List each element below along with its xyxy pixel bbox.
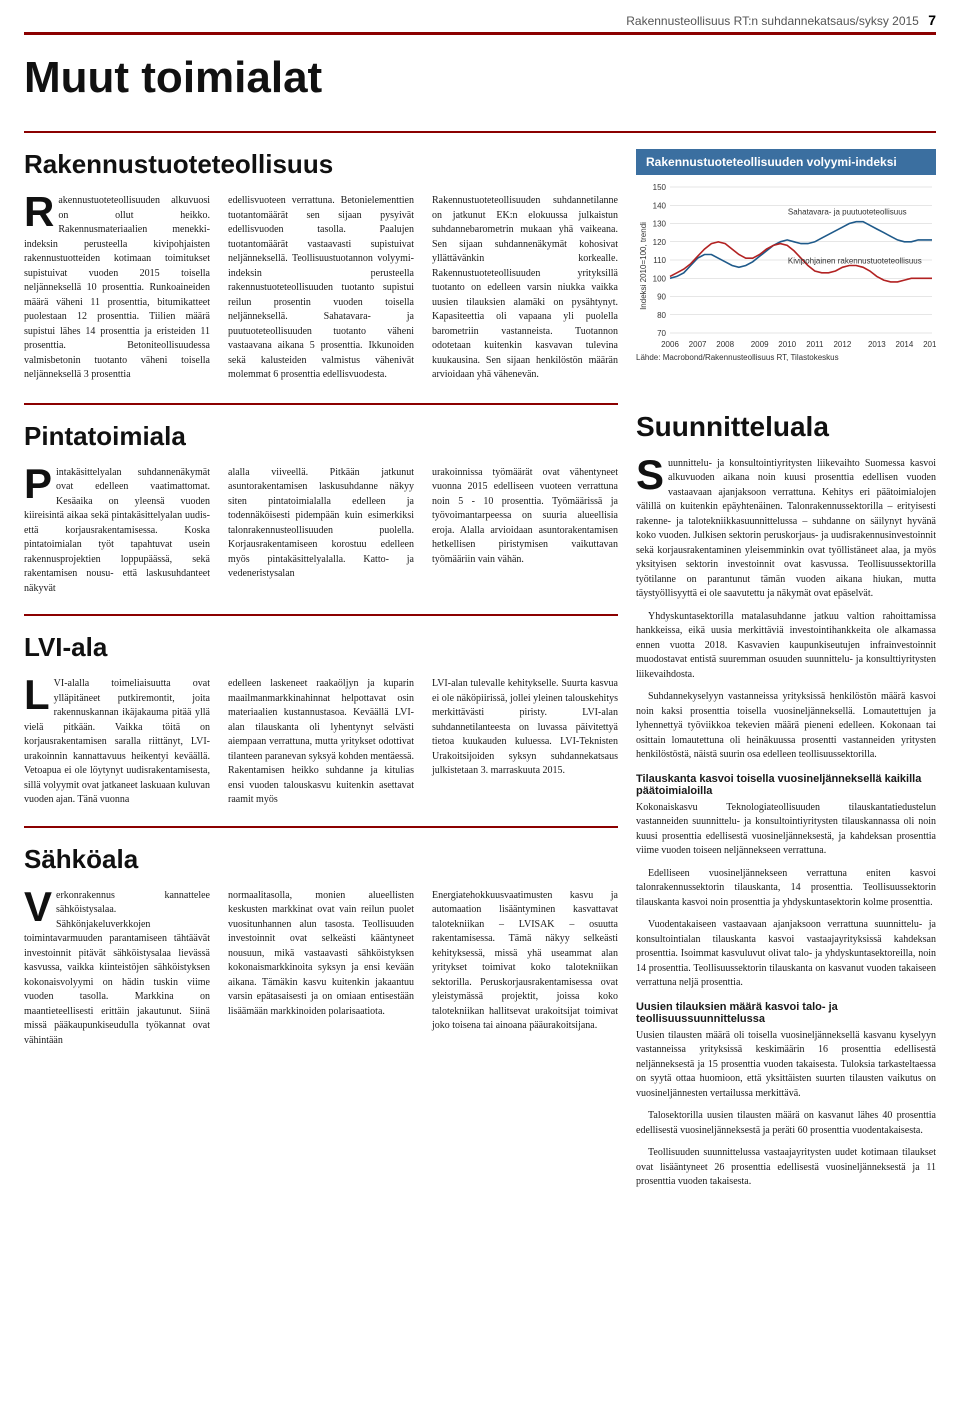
svg-text:2006: 2006 xyxy=(661,340,679,349)
body-para: Edelliseen vuosineljännekseen verrattuna… xyxy=(636,867,936,911)
svg-text:2014: 2014 xyxy=(896,340,914,349)
section-title-lvi: LVI-ala xyxy=(24,632,618,663)
body-col: edellisvuoteen verrattuna. Betonielement… xyxy=(228,194,414,383)
section-title-pinta: Pintatoimiala xyxy=(24,421,618,452)
body-col: Pintakäsittelyalan suhdannenäkymät ovat … xyxy=(24,466,210,597)
svg-text:2010: 2010 xyxy=(778,340,796,349)
body-col: LVI-alan tulevalle kehitykselle. Suurta … xyxy=(432,677,618,779)
svg-text:2008: 2008 xyxy=(716,340,734,349)
svg-text:90: 90 xyxy=(657,293,666,302)
svg-text:2013: 2013 xyxy=(868,340,886,349)
body-col: Rakennustuoteteollisuuden suhdannetilann… xyxy=(432,194,618,383)
body-para: Uusien tilausten määrä oli toisella vuos… xyxy=(636,1029,936,1102)
svg-text:80: 80 xyxy=(657,311,666,320)
chart-source: Lähde: Macrobond/Rakennusteollisuus RT, … xyxy=(636,353,936,362)
body-para: Vuodentakaiseen vastaavaan ajanjaksoon v… xyxy=(636,918,936,991)
svg-text:120: 120 xyxy=(653,238,667,247)
svg-text:Sahatavara- ja puutuoteteollis: Sahatavara- ja puutuoteteollisuus xyxy=(788,207,907,216)
body-col: alalla viiveellä. Pitkään jatkunut asunt… xyxy=(228,466,414,582)
body-para: Teollisuuden suunnittelussa vastaajayrit… xyxy=(636,1146,936,1190)
sub-heading: Tilauskanta kasvoi toisella vuosineljänn… xyxy=(636,773,936,797)
body-para: Suhdannekyselyyn vastanneissa yrityksiss… xyxy=(636,690,936,763)
svg-text:70: 70 xyxy=(657,329,666,338)
svg-text:2012: 2012 xyxy=(833,340,851,349)
publication-name: Rakennusteollisuus RT:n suhdannekatsaus/… xyxy=(626,14,919,28)
sub-heading: Uusien tilauksien määrä kasvoi talo- ja … xyxy=(636,1001,936,1025)
body-col: Verkonrakennus kannattelee sähköistysala… xyxy=(24,889,210,1049)
svg-text:100: 100 xyxy=(653,274,667,283)
svg-text:110: 110 xyxy=(653,256,666,265)
body-para: Suunnittelu- ja konsultointiyritysten li… xyxy=(636,457,936,602)
svg-text:2007: 2007 xyxy=(689,340,707,349)
body-para: Kokonaiskasvu Teknologiateollisuuden til… xyxy=(636,801,936,859)
section-rule xyxy=(24,826,618,828)
chart-title-bar: Rakennustuoteteollisuuden volyymi-indeks… xyxy=(636,149,936,175)
body-col: urakoinnissa työmäärät ovat vähentyneet … xyxy=(432,466,618,568)
section-title-rakennustuote: Rakennustuoteteollisuus xyxy=(24,149,618,180)
svg-text:Indeksi 2010=100, trendi: Indeksi 2010=100, trendi xyxy=(639,222,648,310)
section-title-suunnittelu: Suunnitteluala xyxy=(636,411,936,443)
volume-index-chart: 70 80 90 100 110 120 130 140 150 Indeksi 2010=100… xyxy=(636,181,936,362)
body-col: Energiatehokkuusvaatimusten kasvu ja aut… xyxy=(432,889,618,1034)
body-col: Rakennustuoteteollisuuden alkuvuosi on o… xyxy=(24,194,210,383)
section-rule xyxy=(24,614,618,616)
svg-text:2011: 2011 xyxy=(806,340,824,349)
body-col: LVI-alalla toimeliaisuutta ovat ylläpitä… xyxy=(24,677,210,808)
page-number: 7 xyxy=(928,12,936,28)
page-header: Rakennusteollisuus RT:n suhdannekatsaus/… xyxy=(24,12,936,28)
svg-text:140: 140 xyxy=(653,201,667,210)
svg-text:2009: 2009 xyxy=(751,340,769,349)
top-rule xyxy=(24,32,936,35)
section-title-sahko: Sähköala xyxy=(24,844,618,875)
svg-text:Kivipohjainen rakennustuoteteo: Kivipohjainen rakennustuoteteollisuus xyxy=(788,257,922,266)
body-col: edelleen laskeneet raakaöljyn ja kuparin… xyxy=(228,677,414,808)
svg-text:130: 130 xyxy=(653,220,667,229)
svg-text:2015: 2015 xyxy=(923,340,936,349)
body-para: Yhdyskuntasektorilla matalasuhdanne jatk… xyxy=(636,610,936,683)
body-para: Talosektorilla uusien tilausten määrä on… xyxy=(636,1109,936,1138)
main-title: Muut toimialat xyxy=(24,53,936,103)
section-rule xyxy=(24,403,618,405)
section-rule xyxy=(24,131,936,133)
body-col: normaalitasolla, monien alueellisten kes… xyxy=(228,889,414,1020)
svg-text:150: 150 xyxy=(653,183,667,192)
suunnittelu-body: Suunnittelu- ja konsultointiyritysten li… xyxy=(636,457,936,1190)
